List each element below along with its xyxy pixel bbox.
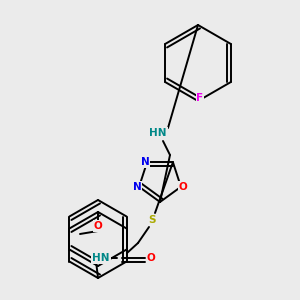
Text: F: F (196, 93, 204, 103)
Text: S: S (148, 215, 156, 225)
Text: O: O (147, 253, 155, 263)
Text: N: N (141, 157, 149, 167)
Text: N: N (133, 182, 142, 192)
Text: HN: HN (92, 253, 110, 263)
Text: O: O (94, 221, 102, 231)
Text: HN: HN (149, 128, 167, 138)
Text: O: O (178, 182, 187, 192)
